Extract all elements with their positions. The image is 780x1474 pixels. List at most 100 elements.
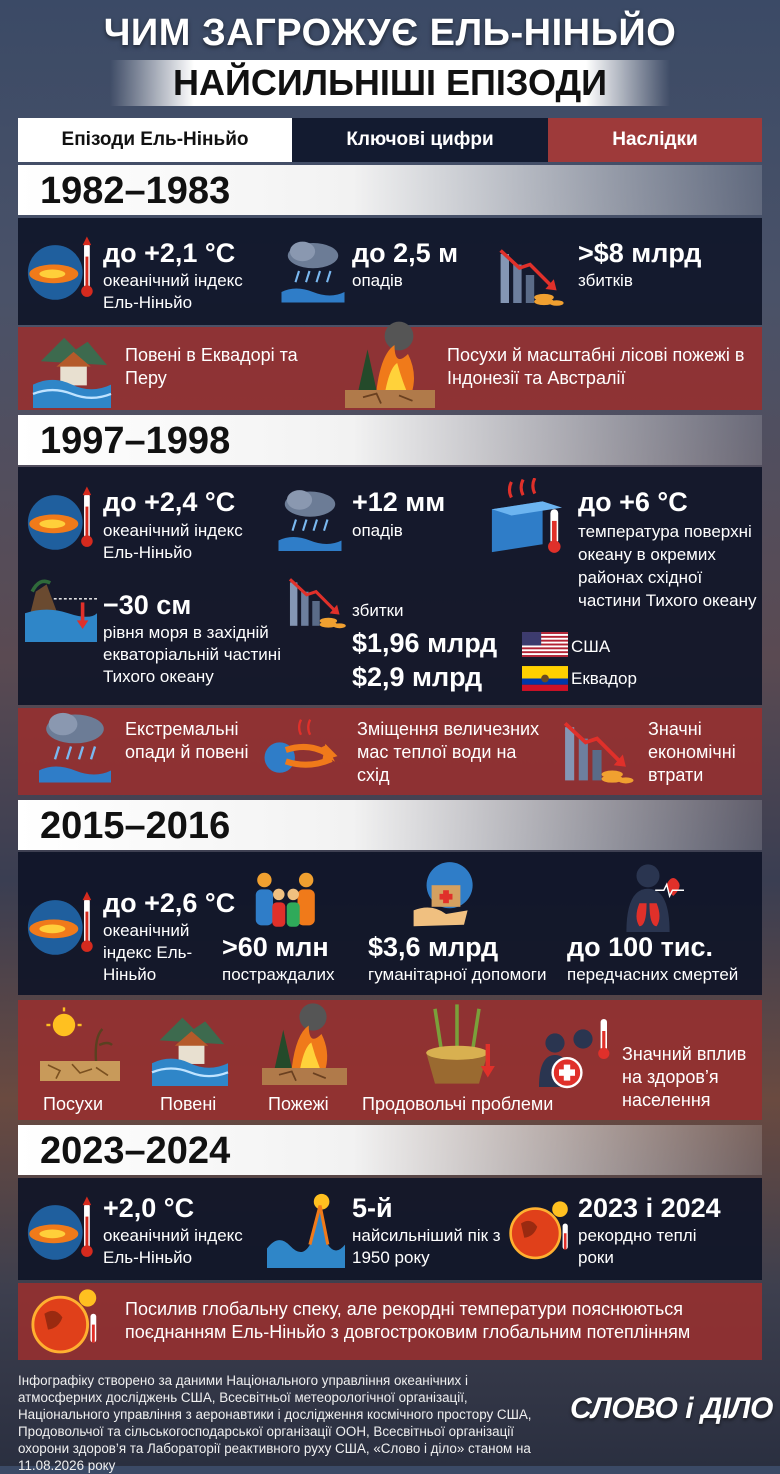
figure-value: до +2,6 °C (103, 888, 236, 918)
damage-value: $2,9 млрд (352, 662, 483, 692)
icon (150, 1010, 230, 1086)
icon-part (539, 1019, 609, 1087)
effect: Посухи й масштабні лісові пожежі в Індон… (447, 345, 745, 388)
figure-value: 5-й (352, 1193, 393, 1223)
icon-part (414, 862, 473, 926)
figure-value: до +6 °C (578, 487, 688, 517)
effect: Повені в Еквадорі та Перу (125, 345, 298, 388)
tab: Епізоди Ель-Ніньйо (18, 118, 292, 162)
effect: Зміщення величезних мас теплої води на с… (357, 719, 540, 785)
figure-value: до 100 тис. (567, 932, 714, 962)
icon-part (290, 579, 346, 628)
icon (275, 482, 345, 557)
effects-band (18, 708, 762, 795)
country: Еквадор (571, 669, 637, 688)
figure-value: $3,6 млрд (368, 932, 499, 962)
icon-part (345, 322, 435, 408)
tab: Ключові цифри (292, 118, 548, 162)
icon (608, 860, 688, 932)
icon (35, 704, 115, 789)
effect: Посухи (43, 1094, 104, 1114)
figure-label: океанічний індекс Ель-Ніньйо (103, 271, 243, 312)
figure-value: 2023 і 2024 (578, 1193, 721, 1223)
icon-part (282, 242, 345, 303)
figure-label: найсильніший пік з 1950 року (352, 1226, 501, 1267)
figure-label: температура поверхні океану в окремих ра… (578, 522, 757, 610)
effect: Повені (160, 1094, 217, 1114)
icon-part (501, 251, 564, 306)
figure-label: рівня моря в західній екваторіальній час… (103, 623, 281, 686)
icon-part (33, 1289, 96, 1352)
damage-value: $1,96 млрд (352, 628, 498, 658)
figure-value: до +2,1 °C (103, 238, 236, 268)
figure-label: гуманітарної допомоги (368, 965, 547, 984)
icon (410, 860, 482, 932)
icon-part (256, 873, 315, 927)
effect: Пожежі (268, 1094, 329, 1114)
icon-part (626, 864, 684, 932)
icon-part (40, 1007, 120, 1081)
effect: Значний вплив на здоров’я населення (622, 1044, 747, 1110)
figure-label: опадів (352, 271, 403, 290)
icon-part (426, 1004, 495, 1083)
icon (535, 1015, 615, 1095)
icon (278, 235, 348, 307)
figure-label: океанічний індекс Ель-Ніньйо (103, 1226, 243, 1267)
figure-label: океанічний індекс Ель-Ніньйо (103, 921, 193, 984)
years: 1982–1983 (40, 170, 231, 212)
figure-value: +2,0 °C (103, 1193, 195, 1223)
icon-part (267, 1194, 345, 1268)
icon (412, 1000, 502, 1088)
section-header (18, 1125, 762, 1175)
figure-label: передчасних смертей (567, 965, 739, 984)
icon (255, 712, 347, 788)
icon-part (28, 891, 93, 954)
figures-band (18, 218, 762, 325)
logo: СЛОВО і ДІЛО (570, 1392, 773, 1425)
icon (25, 235, 97, 307)
effect: Значні економічні втрати (648, 719, 736, 785)
flag-part (522, 666, 568, 691)
figure-label: постраждалих (222, 965, 335, 984)
icon-part (39, 713, 111, 783)
section-header (18, 800, 762, 850)
figure-label: збитків (578, 271, 633, 290)
icon-part (265, 720, 338, 773)
subtitle-banner (110, 60, 670, 106)
icon (285, 568, 347, 634)
figure-value: >$8 млрд (578, 238, 702, 268)
tab: Наслідки (548, 118, 762, 162)
section-header (18, 415, 762, 465)
figure-value: +12 мм (352, 487, 446, 517)
effect: Продовольчі проблеми (362, 1094, 554, 1114)
icon-part (565, 723, 633, 783)
icon (25, 1195, 97, 1267)
figure-value: до +2,4 °C (103, 487, 236, 517)
icon (250, 862, 322, 934)
years: 2023–2024 (40, 1130, 231, 1172)
icon (28, 330, 116, 408)
years: 2015–2016 (40, 805, 231, 847)
years: 1997–1998 (40, 420, 231, 462)
icon-part (152, 1018, 228, 1086)
flag (522, 632, 568, 657)
effect: Екстремальні опади й повені (125, 719, 249, 762)
icon-part (33, 338, 111, 408)
icon-part (492, 478, 562, 553)
icon-part (28, 1196, 93, 1259)
icon (40, 1005, 120, 1085)
flag (522, 666, 568, 691)
icon (25, 570, 97, 642)
icon (262, 1000, 347, 1085)
icon (488, 478, 566, 556)
effects-band (18, 1283, 762, 1360)
country: США (571, 637, 611, 656)
icon-part (262, 1003, 347, 1085)
icon (345, 318, 435, 408)
section-header (18, 165, 762, 215)
icon-part (28, 236, 93, 299)
figures-band (18, 1178, 762, 1280)
icon-part (511, 1201, 568, 1258)
